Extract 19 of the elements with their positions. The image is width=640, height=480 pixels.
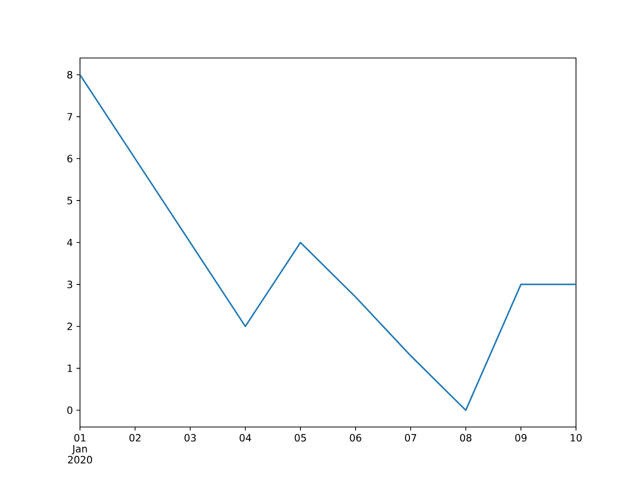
x-tick-label: 09 — [515, 434, 527, 442]
y-tick-label: 8 — [67, 70, 72, 79]
x-tick-label: 05 — [294, 434, 306, 442]
x-tick-label: 02 — [129, 434, 140, 442]
y-tick-label: 2 — [67, 322, 72, 330]
y-tick-label: 7 — [67, 113, 72, 120]
x-tick-label: 01 Jan 2020 — [68, 434, 92, 464]
y-tick-label: 4 — [67, 238, 72, 246]
x-tick-label: 06 — [350, 434, 362, 442]
x-tick-label: 04 — [240, 434, 252, 442]
x-tick-label: 07 — [404, 434, 416, 442]
y-tick-label: 5 — [67, 196, 72, 204]
x-tick-label: 08 — [460, 434, 472, 442]
y-tick-label: 0 — [67, 406, 72, 414]
x-tick-label: 10 — [570, 434, 582, 442]
y-tick-label: 6 — [67, 154, 72, 162]
y-tick-label: 3 — [67, 280, 72, 288]
x-tick-label: 03 — [184, 434, 196, 442]
y-tick-label: 1 — [68, 364, 72, 372]
